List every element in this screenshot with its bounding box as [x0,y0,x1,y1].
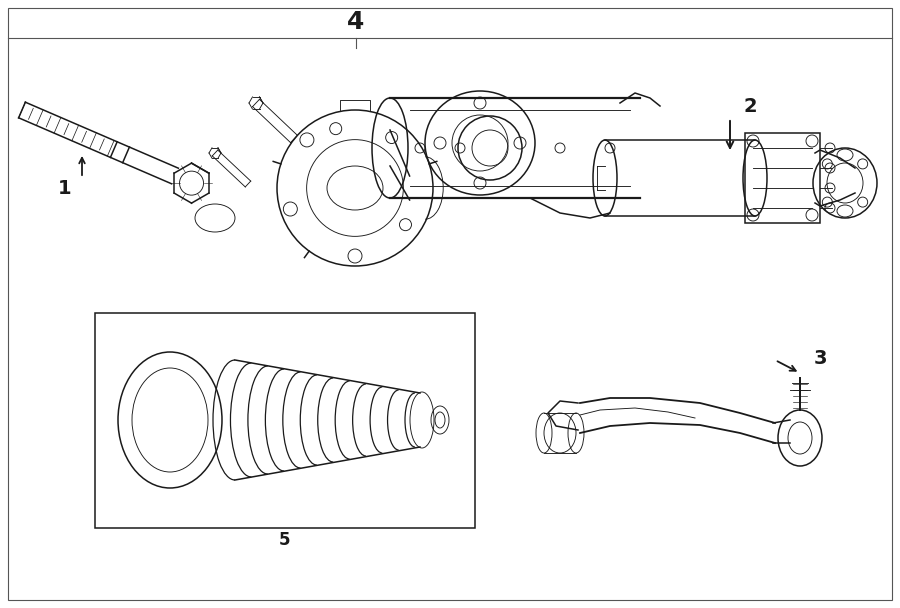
Text: 5: 5 [279,531,291,549]
Bar [745,133,820,223]
Text: 3: 3 [814,348,827,367]
Bar [95,313,475,528]
Text: 2: 2 [743,97,757,116]
Text: 1: 1 [58,179,72,198]
Text: 4: 4 [347,10,365,34]
